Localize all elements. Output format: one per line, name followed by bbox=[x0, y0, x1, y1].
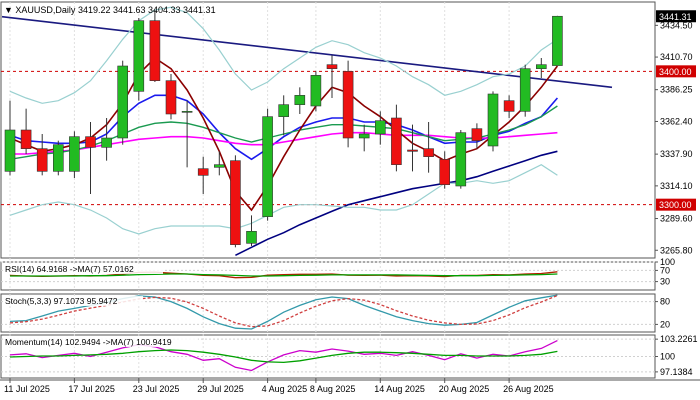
price-tick-label: 3410.70 bbox=[660, 52, 693, 62]
rsi-label: RSI(14) 64.9168 ->MA(7) 57.0162 bbox=[5, 264, 134, 274]
stoch-series-line bbox=[9, 294, 558, 328]
ohlc-label: 3419.22 3441.63 3404.33 3441.31 bbox=[78, 5, 216, 15]
time-tick-label: 8 Aug 2025 bbox=[310, 384, 356, 394]
candle-body bbox=[455, 132, 467, 187]
symbol-triangle-icon: ▼ bbox=[4, 5, 15, 15]
indicator-line bbox=[9, 94, 559, 161]
stoch-panel-frame bbox=[0, 293, 656, 333]
candle-body bbox=[165, 80, 177, 115]
candle-body bbox=[358, 133, 370, 139]
price-tick-label: 3386.25 bbox=[660, 85, 693, 95]
candle-body bbox=[552, 15, 563, 66]
candle-body bbox=[519, 68, 531, 112]
candle-body bbox=[214, 164, 225, 168]
candle-body bbox=[535, 64, 547, 69]
stoch-tick-label: 20 bbox=[660, 319, 670, 329]
level-label-box bbox=[656, 65, 696, 78]
candle-body bbox=[197, 168, 209, 176]
time-tick-label: 11 Jul 2025 bbox=[4, 384, 50, 394]
candle-body bbox=[69, 136, 80, 172]
candle-body bbox=[133, 20, 145, 92]
time-tick-label: 17 Jul 2025 bbox=[68, 384, 115, 394]
price-tick-label: 3434.50 bbox=[660, 20, 693, 30]
indicator-line bbox=[10, 131, 558, 155]
candle-body bbox=[85, 136, 96, 148]
stoch-tick-label: 80 bbox=[660, 297, 670, 307]
price-tick-label: 3362.40 bbox=[660, 116, 693, 126]
momentum-tick-label: 103.2261 bbox=[660, 334, 698, 344]
level-label: 3400.00 bbox=[659, 67, 692, 77]
candle-body bbox=[391, 117, 402, 165]
candle-body bbox=[149, 20, 161, 81]
chart-header: ▼ XAUUSD,Daily 3419.22 3441.63 3404.33 3… bbox=[4, 5, 216, 15]
indicator-line bbox=[9, 6, 558, 104]
candle-body bbox=[246, 231, 257, 244]
candle-body bbox=[342, 71, 354, 139]
time-tick-label: 26 Aug 2025 bbox=[503, 384, 554, 394]
price-tick-label: 3265.80 bbox=[660, 245, 693, 255]
candle-body bbox=[471, 128, 483, 141]
stoch-label: Stoch(5,3,3) 97.1073 95.9472 bbox=[5, 296, 118, 306]
time-tick-label: 14 Aug 2025 bbox=[374, 384, 425, 394]
candle-body bbox=[278, 104, 290, 117]
rsi-tick-label: 100 bbox=[660, 257, 675, 267]
indicator-line bbox=[9, 164, 558, 235]
time-tick-label: 4 Aug 2025 bbox=[262, 384, 308, 394]
indicator-line bbox=[9, 56, 559, 212]
last-price-label: 3441.31 bbox=[659, 12, 692, 22]
candle-body bbox=[230, 160, 241, 245]
stoch-label-bg bbox=[3, 296, 143, 306]
indicator-line bbox=[235, 150, 558, 257]
momentum-tick-label: 100 bbox=[660, 352, 675, 362]
rsi-tick-label: 70 bbox=[660, 265, 670, 275]
candle-body bbox=[423, 148, 434, 157]
main-panel-frame bbox=[0, 1, 656, 259]
price-tick-label: 3337.90 bbox=[660, 149, 693, 159]
momentum-series-line bbox=[9, 349, 558, 364]
candle-body bbox=[294, 95, 306, 105]
time-tick-label: 23 Jul 2025 bbox=[133, 384, 180, 394]
candle-body bbox=[20, 129, 32, 149]
descending-trendline bbox=[1, 15, 613, 89]
level-label: 3300.00 bbox=[659, 200, 692, 210]
momentum-tick-label: 97.1384 bbox=[660, 367, 693, 377]
level-label-box bbox=[656, 198, 696, 211]
candle-body bbox=[101, 137, 112, 148]
time-tick-label: 29 Jul 2025 bbox=[197, 384, 244, 394]
candle-body bbox=[439, 159, 451, 185]
candle-body bbox=[117, 65, 128, 139]
candle-body bbox=[374, 120, 386, 135]
time-tick-label: 20 Aug 2025 bbox=[439, 384, 490, 394]
symbol-label: XAUUSD,Daily bbox=[15, 5, 78, 15]
rsi-tick-label: 30 bbox=[660, 277, 670, 287]
candle-body bbox=[503, 100, 515, 112]
rsi-label-bg bbox=[3, 264, 163, 274]
price-tick-label: 3289.60 bbox=[660, 214, 693, 224]
rsi-panel-frame bbox=[0, 261, 656, 291]
momentum-label: Momentum(14) 102.9494 ->MA(7) 100.9419 bbox=[5, 337, 172, 347]
momentum-label-bg bbox=[3, 337, 198, 347]
candle-body bbox=[310, 75, 322, 107]
candle-body bbox=[52, 144, 64, 172]
candle-body bbox=[36, 148, 48, 172]
candle-body bbox=[262, 116, 273, 217]
rsi-series-line bbox=[10, 273, 558, 277]
candle-body bbox=[326, 64, 338, 69]
candle-body bbox=[181, 111, 193, 113]
price-tick-label: 3314.10 bbox=[660, 181, 693, 191]
last-price-box bbox=[656, 10, 696, 23]
candle-body bbox=[487, 93, 499, 147]
candle-body bbox=[4, 129, 16, 172]
candle-body bbox=[407, 149, 418, 152]
